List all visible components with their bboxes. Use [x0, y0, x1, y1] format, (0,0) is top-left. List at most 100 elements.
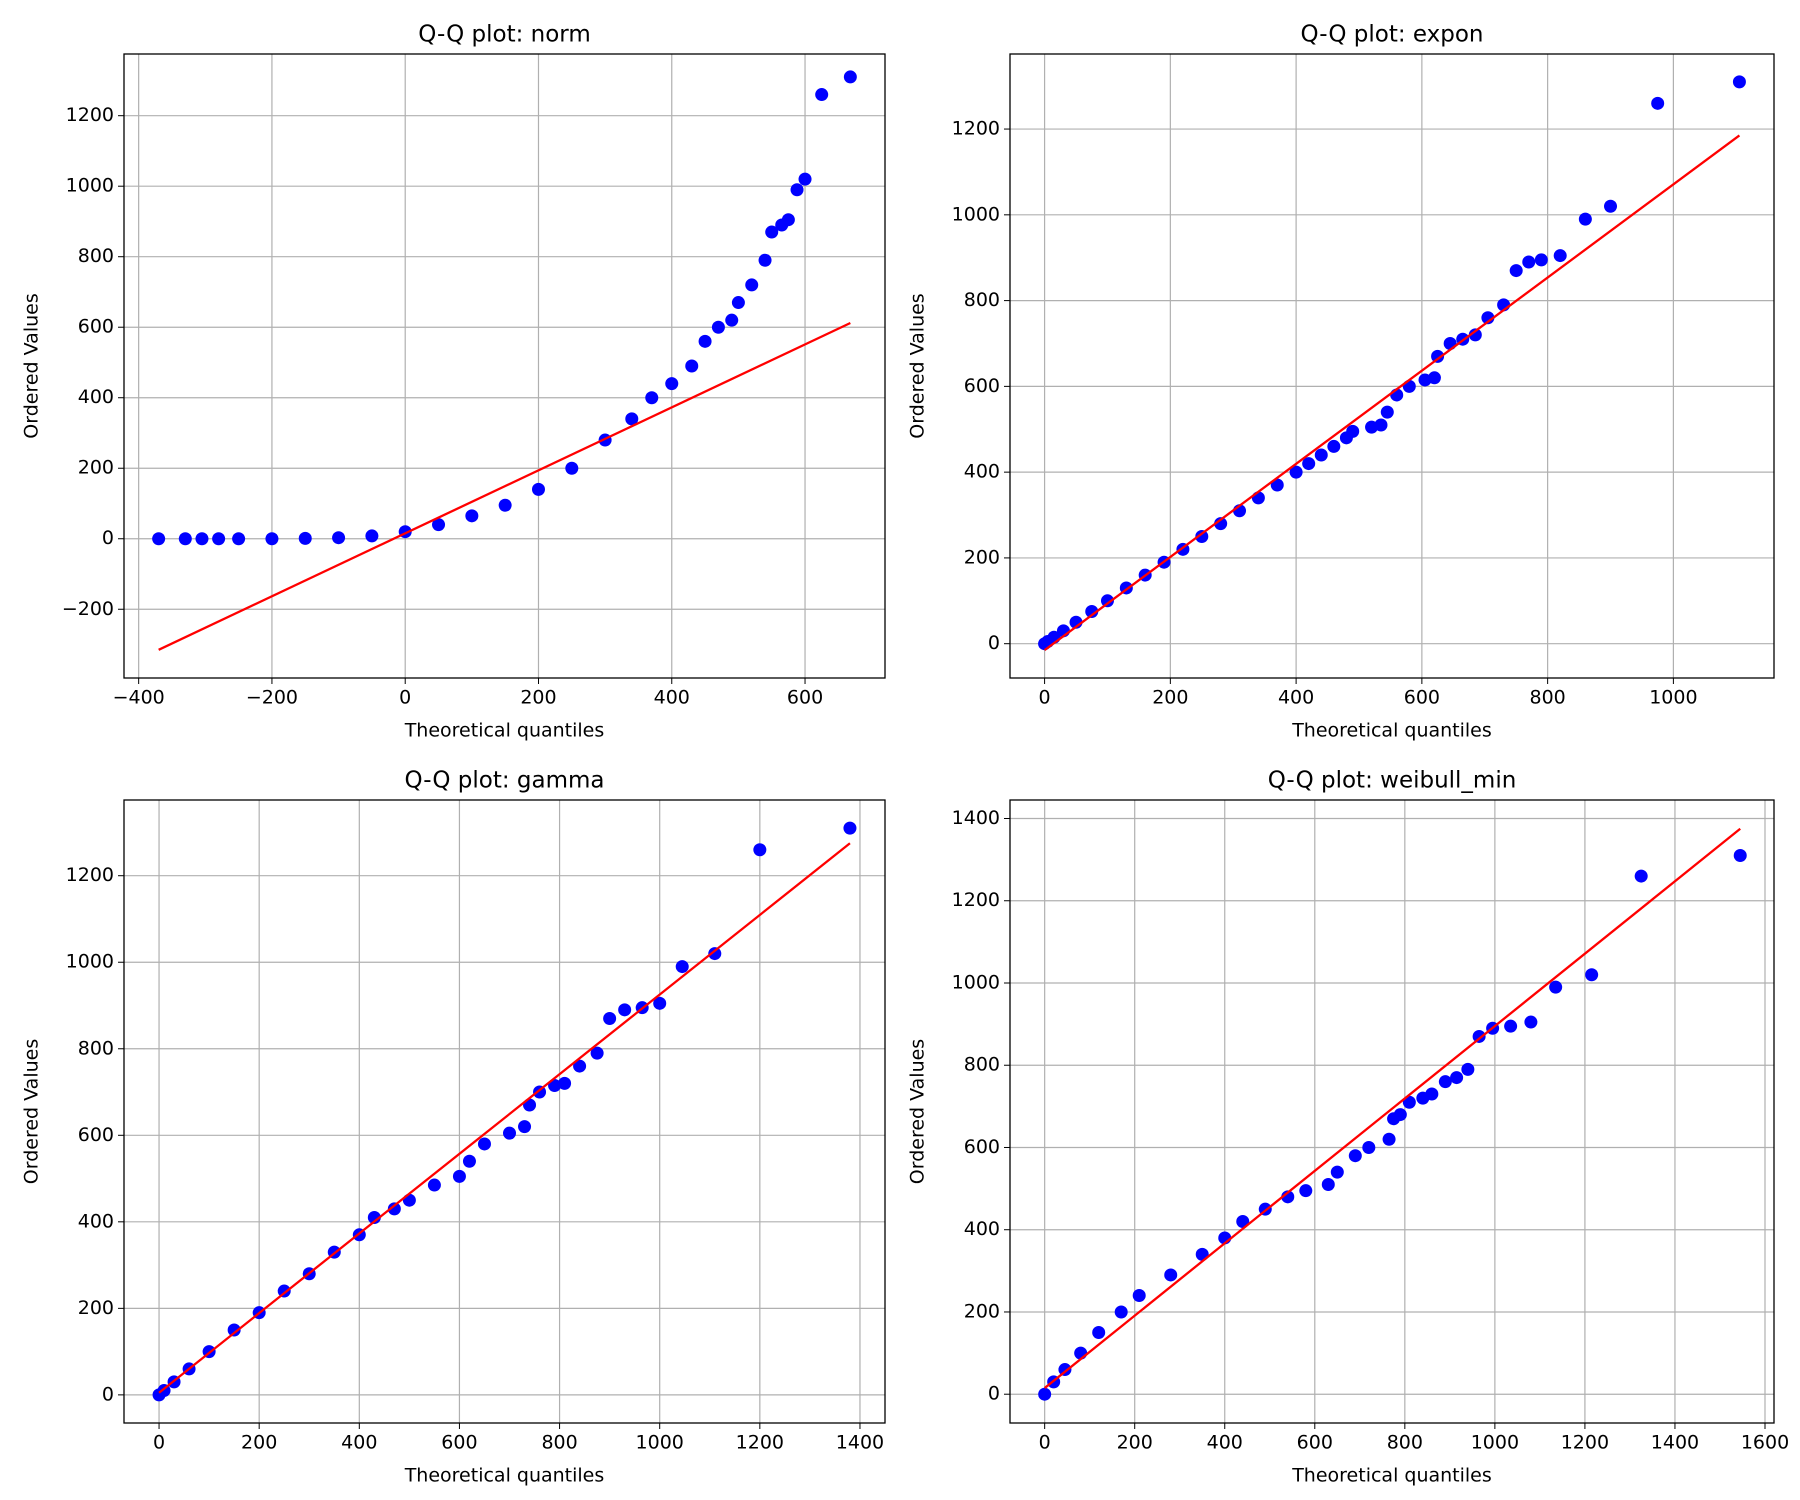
point — [1164, 1268, 1178, 1282]
point — [1651, 96, 1665, 110]
x-tick-label: 1600 — [1741, 1432, 1789, 1454]
point — [1733, 849, 1747, 863]
point — [498, 498, 512, 512]
subplot: 0 200 400 600 800 1000 1200 1400 1600 0 200 400 600 8… — [907, 768, 1790, 1487]
point — [675, 960, 689, 974]
axes-frame — [1009, 799, 1775, 1424]
point — [698, 334, 712, 348]
subplot: 0 200 400 600 800 1000 0 200 400 600 800 1000 1200 Q-… — [907, 22, 1775, 742]
subplot: −400 −200 0 200 400 600 −200 0 200 400 600 800 1000 1… — [21, 22, 886, 742]
point — [731, 296, 745, 310]
point — [227, 1323, 241, 1337]
point — [1348, 1149, 1362, 1163]
point — [1085, 605, 1099, 619]
point — [711, 320, 725, 334]
point — [603, 1011, 617, 1025]
point — [1402, 1095, 1416, 1109]
point — [365, 529, 379, 543]
x-tick-label: 1000 — [1471, 1432, 1519, 1454]
x-tick-label: 200 — [520, 687, 556, 709]
point — [765, 225, 779, 239]
point — [753, 843, 767, 857]
x-tick-label: 1400 — [836, 1432, 884, 1454]
y-tick-label: 600 — [964, 1136, 1000, 1158]
fit-line — [1043, 827, 1741, 1389]
point — [1346, 424, 1360, 438]
x-tick-label: 200 — [1117, 1432, 1153, 1454]
point — [1443, 336, 1457, 350]
point — [465, 509, 479, 523]
point — [645, 391, 659, 405]
subplot-title: Q-Q plot: gamma — [404, 768, 604, 794]
subplot: 0 200 400 600 800 1000 1200 1400 0 200 400 600 800 10… — [21, 768, 886, 1487]
point — [1468, 328, 1482, 342]
point — [1038, 1387, 1052, 1401]
y-tick-label: −200 — [62, 598, 114, 620]
y-tick-label: 1200 — [952, 889, 1000, 911]
point — [1380, 405, 1394, 419]
point — [843, 821, 857, 835]
x-axis-label: Theoretical quantiles — [1291, 1465, 1492, 1487]
y-tick-label: 200 — [964, 546, 1000, 568]
point — [573, 1059, 587, 1073]
y-tick-label: 800 — [78, 245, 114, 267]
point — [708, 947, 722, 961]
point — [462, 1154, 476, 1168]
point — [1251, 491, 1265, 505]
point — [1509, 264, 1523, 278]
x-tick-label: 400 — [341, 1432, 377, 1454]
x-tick-label: 1000 — [1649, 687, 1697, 709]
point — [1524, 1015, 1538, 1029]
axes-frame — [123, 799, 886, 1424]
point — [402, 1193, 416, 1207]
x-tick-label: 400 — [654, 687, 690, 709]
x-tick-label: 1200 — [1561, 1432, 1609, 1454]
point — [432, 518, 446, 532]
x-axis-label: Theoretical quantiles — [404, 1465, 605, 1487]
point — [798, 172, 812, 186]
y-axis-label: Ordered Values — [907, 293, 929, 438]
y-axis-label: Ordered Values — [21, 293, 43, 438]
x-tick-label: 0 — [1039, 1432, 1051, 1454]
point — [1058, 1363, 1072, 1377]
point — [758, 253, 772, 267]
y-tick-label: 1000 — [952, 971, 1000, 993]
y-tick-label: 800 — [78, 1037, 114, 1059]
x-tick-label: 600 — [787, 687, 823, 709]
point — [1092, 1326, 1106, 1340]
point — [1362, 1140, 1376, 1154]
x-tick-label: 1200 — [736, 1432, 784, 1454]
y-tick-label: 0 — [988, 632, 1000, 654]
y-tick-label: 400 — [964, 461, 1000, 483]
point — [745, 278, 759, 292]
point — [1402, 379, 1416, 393]
x-tick-label: −200 — [246, 687, 298, 709]
point — [1472, 1029, 1486, 1043]
point — [1330, 1165, 1344, 1179]
x-tick-label: 1000 — [636, 1432, 684, 1454]
point — [212, 532, 226, 546]
point — [1427, 371, 1441, 385]
y-tick-label: 600 — [78, 1124, 114, 1146]
y-tick-label: 1000 — [952, 203, 1000, 225]
x-tick-label: 200 — [1152, 687, 1188, 709]
point — [1438, 1075, 1452, 1089]
x-tick-label: 0 — [399, 687, 411, 709]
y-tick-label: 0 — [988, 1383, 1000, 1405]
y-tick-label: 1200 — [66, 864, 114, 886]
y-axis-label: Ordered Values — [21, 1039, 43, 1184]
point — [1270, 478, 1284, 492]
point — [477, 1137, 491, 1151]
point — [1522, 255, 1536, 269]
subplot-title: Q-Q plot: norm — [418, 22, 591, 48]
point — [1195, 529, 1209, 543]
point — [1100, 594, 1114, 608]
x-tick-label: 0 — [153, 1432, 165, 1454]
point — [232, 532, 246, 546]
fit-line — [1043, 134, 1741, 652]
point — [1302, 457, 1316, 471]
point — [653, 996, 667, 1010]
y-tick-label: 1200 — [66, 104, 114, 126]
point — [1289, 465, 1303, 479]
